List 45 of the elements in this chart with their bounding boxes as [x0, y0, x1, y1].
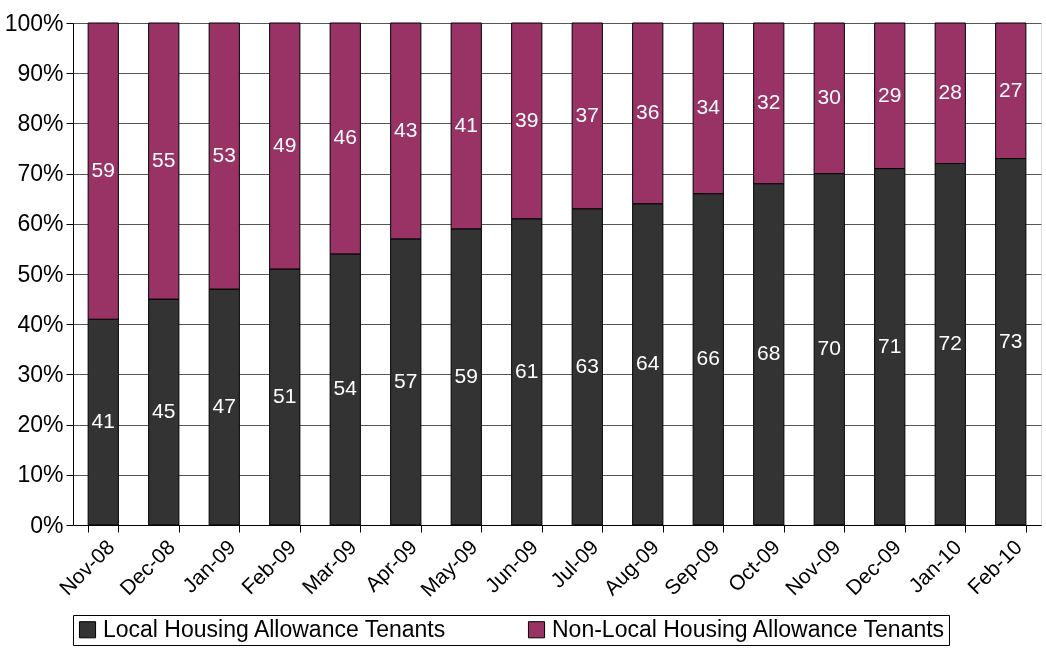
data-label: 34 [696, 95, 721, 119]
data-label: 54 [333, 376, 358, 400]
data-label: 41 [454, 112, 478, 136]
y-tick-label: 30% [17, 360, 64, 387]
data-label: 27 [999, 77, 1023, 101]
data-label: 28 [938, 80, 962, 104]
data-label: 49 [273, 132, 297, 156]
data-label: 70 [817, 336, 841, 360]
y-tick-label: 40% [17, 310, 64, 337]
data-label: 57 [394, 368, 418, 392]
data-label: 41 [91, 409, 115, 433]
y-tick-label: 50% [17, 260, 64, 287]
data-label: 53 [212, 143, 236, 167]
data-label: 45 [152, 399, 176, 423]
data-label: 64 [636, 351, 660, 375]
data-label: 73 [999, 328, 1023, 352]
data-label: 71 [878, 333, 902, 357]
y-tick-label: 60% [17, 210, 64, 237]
y-tick-label: 0% [30, 511, 64, 538]
data-label: 37 [575, 102, 599, 126]
data-label: 59 [454, 363, 478, 387]
data-label: 43 [394, 117, 418, 141]
y-tick-label: 70% [17, 160, 64, 187]
legend-label: Non-Local Housing Allowance Tenants [552, 615, 945, 642]
data-label: 66 [696, 346, 720, 370]
data-label: 59 [91, 158, 115, 182]
data-label: 36 [636, 100, 660, 124]
data-label: 63 [575, 353, 599, 377]
data-label: 72 [938, 331, 962, 355]
data-label: 29 [878, 82, 902, 106]
data-label: 39 [515, 107, 539, 131]
y-tick-label: 90% [17, 59, 64, 86]
y-tick-label: 100% [4, 9, 64, 36]
legend-label: Local Housing Allowance Tenants [103, 615, 446, 642]
data-label: 51 [273, 383, 297, 407]
data-label: 61 [515, 358, 539, 382]
y-tick-label: 80% [17, 109, 64, 136]
y-tick-label: 20% [17, 411, 64, 438]
y-tick-label: 10% [17, 461, 64, 488]
data-label: 47 [212, 394, 236, 418]
data-label: 68 [757, 341, 781, 365]
data-label: 46 [333, 125, 357, 149]
data-label: 32 [757, 90, 781, 114]
data-label: 55 [152, 148, 176, 172]
data-label: 30 [817, 85, 841, 109]
